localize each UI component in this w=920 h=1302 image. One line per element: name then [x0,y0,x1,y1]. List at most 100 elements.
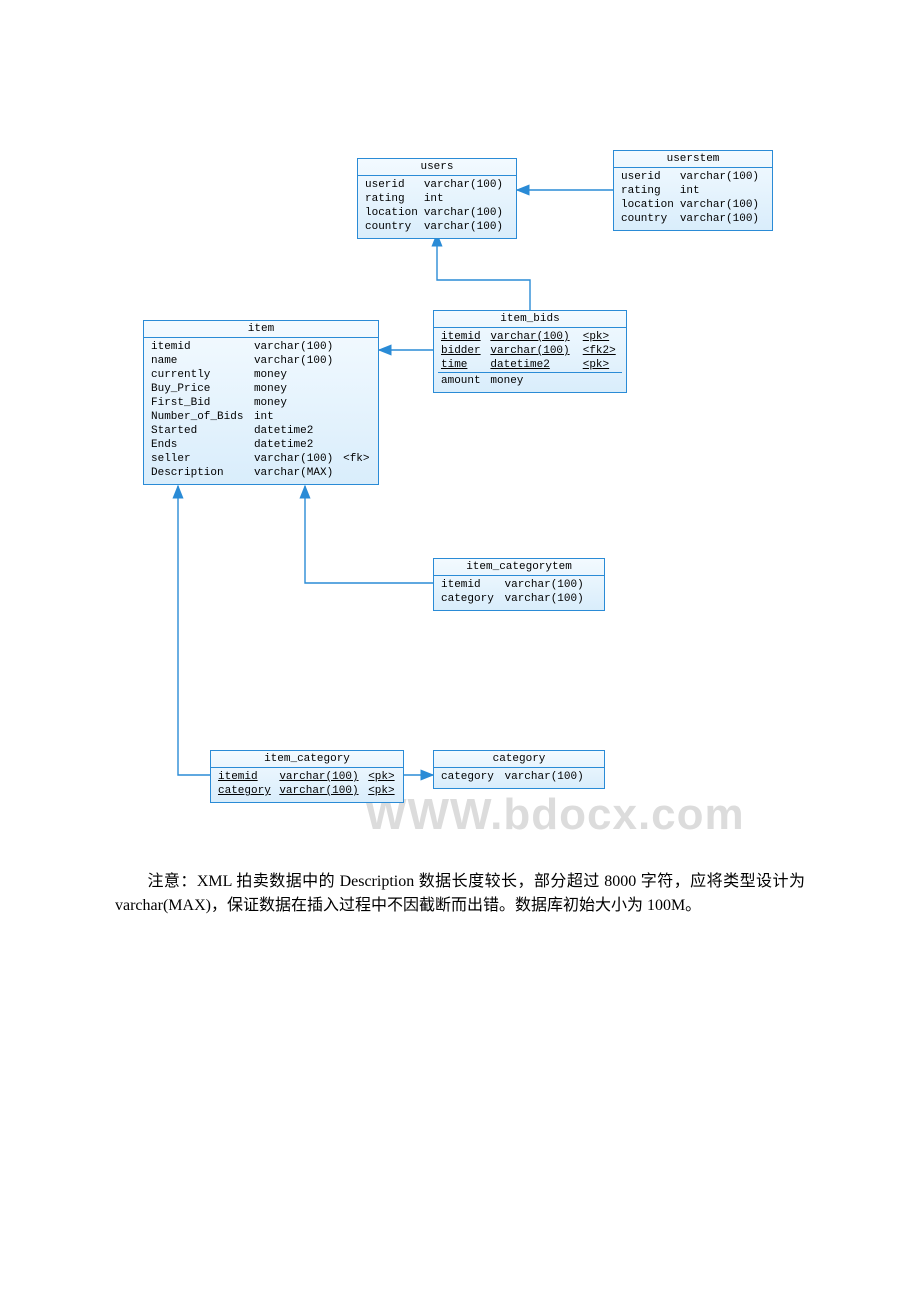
entity-cell [340,466,374,480]
entity-cell: itemid [438,330,487,344]
watermark-text: WWW.bdocx.com [365,790,745,840]
entity-cell: money [251,396,340,410]
entity-cell: varchar(100) [677,212,762,226]
entity-cell: userid [618,170,677,184]
entity-cell: varchar(100) [421,220,506,234]
entity-title: users [358,159,516,176]
entity-body: itemidvarchar(100)<pk>categoryvarchar(10… [211,768,403,802]
entity-cell: First_Bid [148,396,251,410]
entity-body: itemidvarchar(100)namevarchar(100)curren… [144,338,378,484]
entity-cell [580,374,622,388]
entity-cell: itemid [215,770,276,784]
caption-paragraph: 注意：XML 拍卖数据中的 Description 数据长度较长，部分超过 80… [115,870,805,918]
entity-cell [506,178,512,192]
entity-body: useridvarchar(100)ratingintlocationvarch… [614,168,772,230]
entity-title: item_category [211,751,403,768]
entity-cell: Description [148,466,251,480]
relation-arrow [178,486,210,775]
entity-cell: varchar(100) [251,452,340,466]
entity-cell: varchar(100) [677,170,762,184]
relationship-arrows [130,150,790,840]
entity-cell [762,212,768,226]
entity-cell: varchar(100) [487,330,579,344]
entity-cell: name [148,354,251,368]
entity-cell [340,410,374,424]
entity-cell: seller [148,452,251,466]
entity-cell: varchar(100) [251,340,340,354]
entity-title: category [434,751,604,768]
entity-title: item_categorytem [434,559,604,576]
entity-cell [594,770,600,784]
relation-arrow [305,486,433,583]
entity-cell: rating [362,192,421,206]
entity-users: usersuseridvarchar(100)ratingintlocation… [357,158,517,239]
entity-cell: userid [362,178,421,192]
entity-cell: money [251,368,340,382]
entity-cell [340,438,374,452]
entity-title: item [144,321,378,338]
entity-cell: Number_of_Bids [148,410,251,424]
entity-cell [762,184,768,198]
entity-item_bids: item_bidsitemidvarchar(100)<pk>biddervar… [433,310,627,393]
entity-cell: int [421,192,506,206]
entity-cell: amount [438,374,487,388]
entity-cell [594,592,600,606]
entity-cell: varchar(100) [677,198,762,212]
entity-cell: <pk> [580,358,622,373]
caption-text: 注意：XML 拍卖数据中的 Description 数据长度较长，部分超过 80… [115,873,805,914]
entity-cell: location [362,206,421,220]
entity-cell [340,396,374,410]
entity-item_categorytem: item_categorytemitemidvarchar(100)catego… [433,558,605,611]
entity-cell [340,354,374,368]
entity-cell [340,340,374,354]
entity-cell: Buy_Price [148,382,251,396]
entity-cell: money [251,382,340,396]
entity-cell: currently [148,368,251,382]
entity-cell [762,170,768,184]
entity-cell: varchar(100) [487,344,579,358]
entity-cell: varchar(100) [276,784,365,798]
entity-cell: country [362,220,421,234]
entity-cell: int [251,410,340,424]
entity-cell: varchar(100) [502,592,594,606]
entity-cell: <pk> [365,770,399,784]
entity-cell: category [438,592,502,606]
entity-category: categorycategoryvarchar(100) [433,750,605,789]
entity-body: itemidvarchar(100)categoryvarchar(100) [434,576,604,610]
entity-cell: <pk> [365,784,399,798]
entity-cell [762,198,768,212]
entity-cell: itemid [148,340,251,354]
entity-cell: varchar(100) [276,770,365,784]
entity-cell: Started [148,424,251,438]
entity-item: itemitemidvarchar(100)namevarchar(100)cu… [143,320,379,485]
entity-item_category: item_categoryitemidvarchar(100)<pk>categ… [210,750,404,803]
entity-title: userstem [614,151,772,168]
entity-cell [340,424,374,438]
entity-cell: varchar(100) [421,206,506,220]
entity-cell: datetime2 [251,424,340,438]
entity-cell: money [487,374,579,388]
entity-cell [340,368,374,382]
entity-cell: varchar(MAX) [251,466,340,480]
entity-cell: itemid [438,578,502,592]
entity-cell: country [618,212,677,226]
entity-cell: varchar(100) [502,770,594,784]
entity-cell [506,206,512,220]
entity-cell: time [438,358,487,373]
entity-cell: Ends [148,438,251,452]
entity-body: categoryvarchar(100) [434,768,604,788]
relation-arrow [437,234,530,310]
entity-cell [506,192,512,206]
entity-cell: int [677,184,762,198]
entity-body: itemidvarchar(100)<pk> biddervarchar(100)… [434,328,626,392]
entity-userstem: userstemuseridvarchar(100)ratingintlocat… [613,150,773,231]
entity-cell: <pk> [580,330,622,344]
entity-cell [340,382,374,396]
entity-cell [506,220,512,234]
entity-cell: varchar(100) [502,578,594,592]
entity-cell [594,578,600,592]
er-diagram: WWW.bdocx.com usersuseridvarchar(100)rat… [130,150,790,840]
entity-cell: category [438,770,502,784]
entity-cell: bidder [438,344,487,358]
entity-cell: datetime2 [251,438,340,452]
